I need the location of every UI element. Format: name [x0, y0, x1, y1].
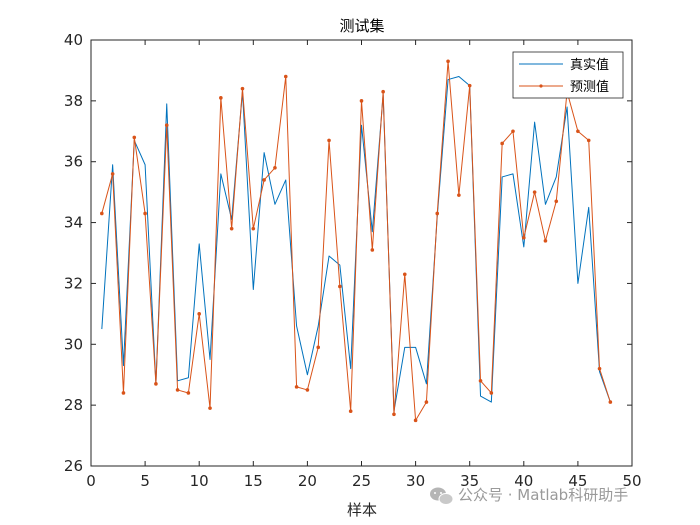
data-point: [370, 248, 375, 252]
x-tick-label: 20: [298, 472, 317, 490]
x-axis-label: 样本: [347, 501, 377, 519]
data-point: [305, 388, 310, 392]
y-tick-label: 36: [64, 153, 83, 171]
data-point: [522, 235, 526, 240]
data-point: [457, 193, 461, 197]
y-tick-label: 34: [64, 214, 83, 232]
watermark-text: 公众号 · Matlab科研助手: [458, 486, 628, 504]
y-tick-label: 28: [64, 396, 83, 414]
x-tick-label: 15: [244, 472, 263, 490]
x-tick-label: 5: [140, 472, 150, 490]
data-point: [208, 406, 212, 410]
x-tick-label: 0: [86, 472, 96, 490]
data-point: [467, 83, 472, 88]
data-point: [576, 129, 580, 134]
data-point: [197, 312, 201, 316]
data-point: [543, 239, 548, 243]
data-point: [316, 345, 321, 350]
y-axis: 26 28 30 32 34 36 38 40: [64, 31, 632, 475]
data-point: [511, 129, 515, 134]
data-point: [597, 366, 602, 371]
data-point: [446, 59, 450, 64]
legend: 真实值 预测值: [512, 51, 624, 99]
x-tick-label: 40: [514, 472, 533, 490]
data-point: [554, 199, 559, 204]
data-point: [186, 391, 191, 395]
data-point: [100, 211, 104, 216]
data-point: [435, 211, 440, 216]
series-line-1: [101, 60, 611, 421]
data-point: [121, 391, 126, 395]
data-point: [327, 138, 331, 143]
legend-label-actual: 真实值: [570, 57, 609, 73]
data-point: [338, 284, 342, 289]
data-point: [294, 385, 299, 389]
y-tick-label: 40: [64, 31, 83, 49]
legend-label-predicted: 预测值: [570, 79, 609, 95]
data-point: [283, 74, 288, 79]
data-point: [273, 166, 277, 170]
data-point: [532, 190, 537, 194]
x-tick-label: 50: [622, 472, 641, 490]
y-tick-label: 30: [64, 335, 83, 353]
data-point: [608, 400, 613, 404]
watermark: 公众号 · Matlab科研助手: [430, 486, 628, 505]
legend-marker-predicted: [539, 84, 543, 88]
legend-box: [512, 51, 624, 99]
x-axis: 0 5 10 15 20 25 30 35 40 45 50: [86, 40, 642, 490]
data-point: [424, 400, 429, 404]
x-tick-label: 45: [568, 472, 587, 490]
data-point: [402, 272, 407, 277]
y-tick-label: 38: [64, 92, 83, 110]
data-point: [392, 412, 396, 417]
data-point: [251, 226, 256, 231]
data-point: [586, 138, 591, 143]
chart-title: 测试集: [339, 17, 384, 35]
data-point: [500, 141, 504, 146]
data-point: [175, 388, 180, 392]
data-point: [110, 172, 115, 176]
data-point: [143, 211, 147, 216]
data-point: [240, 86, 245, 91]
x-tick-label: 10: [190, 472, 209, 490]
data-point: [381, 89, 385, 94]
data-point: [478, 379, 483, 383]
data-point: [164, 123, 169, 127]
data-point: [229, 226, 234, 231]
data-point: [359, 99, 364, 103]
data-point: [219, 96, 223, 100]
data-point: [489, 391, 494, 395]
x-tick-label: 35: [460, 472, 479, 490]
x-tick-label: 30: [406, 472, 425, 490]
data-point: [348, 409, 353, 414]
data-point: [132, 135, 137, 140]
data-point: [154, 382, 158, 386]
data-point: [413, 418, 418, 423]
wechat-icon: [430, 487, 454, 505]
series-layer: [100, 59, 613, 423]
y-tick-label: 32: [64, 274, 83, 292]
data-point: [262, 178, 266, 182]
y-tick-label: 26: [64, 457, 83, 475]
x-tick-label: 25: [352, 472, 371, 490]
